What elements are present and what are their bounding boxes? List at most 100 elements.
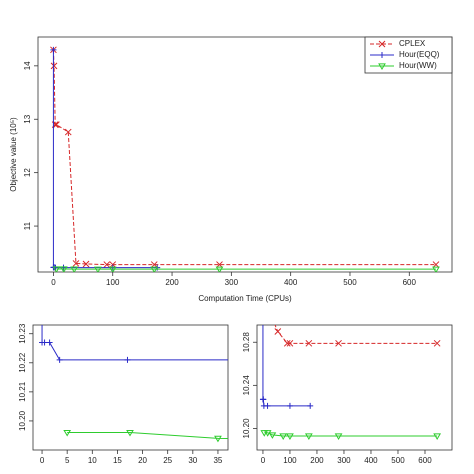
legend-label: Hour(EQQ) — [399, 50, 440, 59]
x-tick-label: 600 — [418, 456, 432, 465]
marker — [124, 356, 131, 363]
marker — [260, 396, 267, 403]
marker — [126, 429, 134, 437]
marker — [41, 339, 48, 346]
marker — [307, 402, 314, 409]
marker — [286, 402, 293, 409]
y-tick-label: 11 — [23, 221, 32, 230]
y-tick-label: 10.28 — [242, 332, 251, 353]
marker — [59, 266, 68, 272]
marker — [335, 339, 342, 347]
x-tick-label: 400 — [284, 278, 298, 287]
marker — [268, 432, 277, 439]
x-tick-label: 600 — [403, 278, 417, 287]
marker — [304, 433, 313, 440]
marker — [305, 339, 313, 347]
marker — [230, 127, 236, 133]
marker — [433, 433, 442, 440]
x-tick-label: 0 — [51, 278, 56, 287]
marker — [416, 439, 422, 444]
marker — [63, 429, 72, 437]
marker — [279, 433, 288, 440]
plot-frame — [256, 324, 453, 451]
y-tick-label: 10.23 — [18, 323, 27, 344]
x-tick-label: 500 — [391, 456, 405, 465]
marker — [334, 433, 343, 440]
plot-frame — [32, 324, 229, 451]
marker — [286, 339, 294, 347]
x-tick-label: 5 — [65, 456, 70, 465]
y-tick-label: 12 — [23, 168, 32, 177]
marker — [94, 266, 102, 272]
marker — [56, 356, 63, 363]
plot: 0 100 200 300 400 500 600 10.20 10.24 10.28 — [242, 318, 453, 465]
legend-label: CPLEX — [399, 39, 426, 48]
y-tick-label: 10.21 — [18, 381, 27, 402]
marker — [270, 318, 276, 324]
marker — [109, 264, 116, 271]
marker — [214, 435, 222, 443]
x-tick-label: 100 — [106, 278, 120, 287]
marker — [108, 266, 117, 272]
marker — [274, 328, 282, 335]
marker — [103, 261, 111, 268]
x-tick-label: 0 — [40, 456, 45, 465]
y-tick-label: 10.20 — [242, 418, 251, 439]
x-tick-label: 30 — [188, 456, 197, 465]
x-tick-label: 300 — [225, 278, 239, 287]
series-layer — [259, 318, 442, 440]
x-tick-label: 0 — [261, 456, 266, 465]
legend-marker — [378, 63, 386, 70]
y-tick-label: 10.22 — [18, 352, 27, 373]
x-tick-label: 400 — [364, 456, 378, 465]
x-axis-label: Computation Time (CPUs) — [198, 294, 292, 303]
marker — [286, 433, 294, 440]
marker — [64, 128, 72, 136]
y-tick-label: 10.24 — [242, 375, 251, 396]
x-tick-label: 100 — [283, 456, 297, 465]
legend-label: Hour(WW) — [399, 61, 437, 70]
x-tick-label: 200 — [310, 456, 324, 465]
marker — [50, 46, 57, 53]
series-line — [262, 325, 311, 407]
series-line — [67, 432, 228, 440]
series-line — [52, 49, 158, 269]
x-tick-label: 10 — [88, 456, 97, 465]
marker — [53, 121, 60, 128]
marker — [52, 266, 61, 272]
series-layer — [39, 0, 474, 444]
x-tick-label: 15 — [113, 456, 122, 465]
x-tick-label: 35 — [213, 456, 222, 465]
x-tick-label: 20 — [138, 456, 147, 465]
series-layer — [50, 46, 440, 272]
marker — [72, 260, 80, 267]
legend-marker — [379, 52, 385, 58]
marker — [82, 260, 90, 268]
marker — [315, 156, 321, 162]
plot: 0 5 10 15 20 25 30 35 10.20 10.21 10.22 10.23 — [18, 0, 474, 465]
marker — [432, 266, 440, 272]
x-tick-label: 200 — [165, 278, 179, 287]
y-tick-label: 14 — [23, 61, 32, 70]
marker — [283, 339, 291, 347]
x-tick-label: 300 — [337, 456, 351, 465]
marker — [433, 339, 441, 347]
marker — [50, 62, 58, 70]
legend-marker — [378, 40, 386, 48]
x-tick-label: 25 — [163, 456, 172, 465]
marker — [150, 266, 159, 272]
marker — [215, 266, 224, 272]
y-tick-label: 13 — [23, 114, 32, 123]
legend: CPLEX Hour(EQQ) Hour(WW) — [364, 36, 453, 74]
series-line — [52, 49, 436, 266]
plot: 0 100 200 300 400 500 600 11 12 13 14 Computation T… — [9, 36, 453, 303]
marker — [46, 339, 53, 346]
y-tick-label: 10.20 — [18, 410, 27, 431]
y-axis-label: Objective value (10⁵) — [9, 117, 18, 192]
marker — [70, 266, 79, 272]
plot-frame — [37, 36, 453, 273]
series-line — [264, 432, 438, 437]
marker — [264, 402, 271, 409]
series-line — [42, 0, 474, 191]
